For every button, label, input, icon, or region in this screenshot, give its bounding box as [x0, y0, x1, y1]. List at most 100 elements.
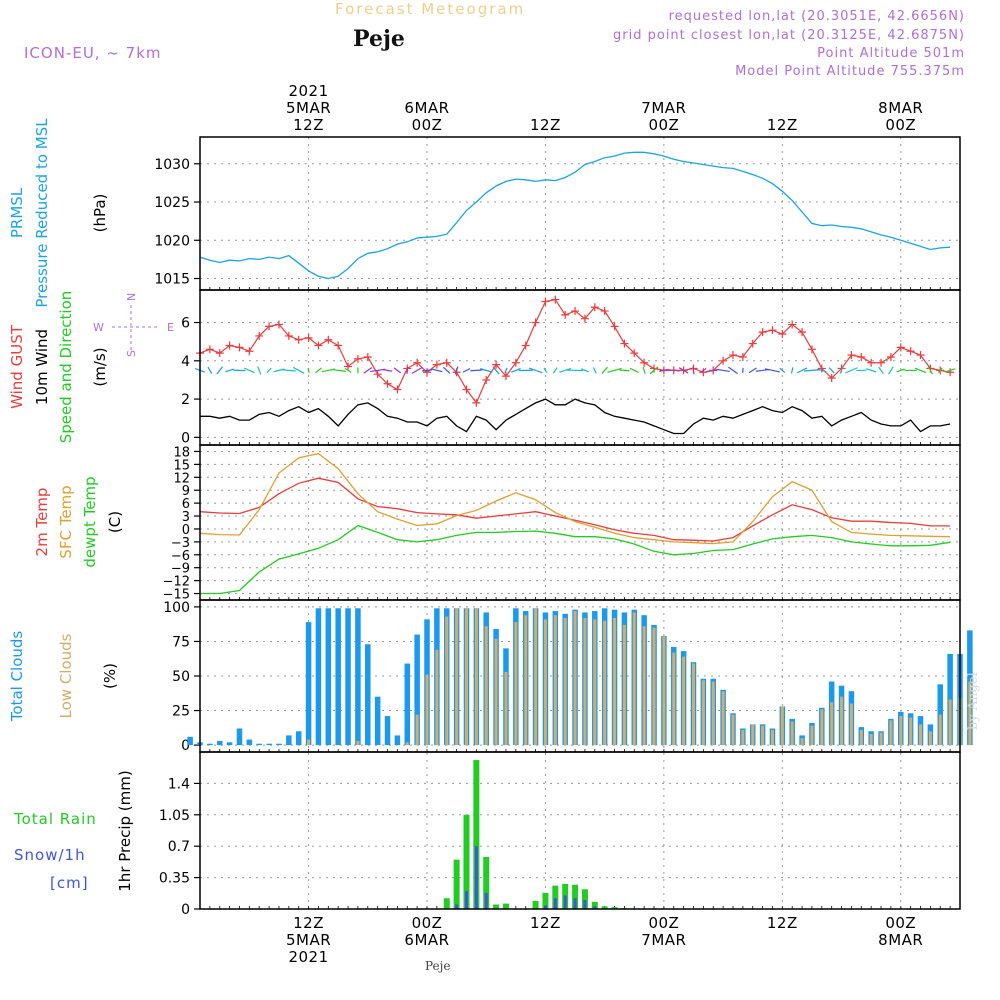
y-tick-label: −15: [163, 588, 190, 603]
label-cm: [cm]: [50, 874, 89, 892]
bar-low-clouds: [790, 721, 794, 746]
requested-coords: requested lon,lat (20.3051E, 42.6656N): [668, 9, 965, 24]
top-time-label: 7MAR: [641, 99, 686, 117]
gust-marker: [334, 341, 343, 350]
bottom-time-label: 00Z: [412, 914, 443, 932]
ylabel-c: (C): [106, 511, 124, 533]
bar-low-clouds: [662, 635, 666, 746]
wind-arrow: [678, 367, 689, 374]
gust-marker: [324, 335, 333, 344]
wind-arrow: [914, 367, 927, 374]
ylabel-pressure: Pressure Reduced to MSL: [33, 118, 51, 308]
wind-arrow: [927, 366, 933, 375]
panel-frame: [199, 136, 961, 291]
bar-total-rain: [542, 892, 549, 909]
wind-arrow: [845, 367, 858, 374]
bottom-time-label: 6MAR: [404, 931, 449, 949]
gust-marker: [284, 331, 293, 340]
bar-total-rain: [601, 906, 608, 909]
bar-low-clouds: [504, 671, 508, 746]
wind-arrow: [817, 368, 827, 373]
series-line-dewpt-temp: [200, 524, 951, 595]
gust-marker: [916, 351, 925, 360]
bar-snow: [474, 846, 478, 909]
top-time-label: 6MAR: [404, 99, 449, 117]
y-tick-label: −12: [163, 575, 190, 590]
wind-arrow: [470, 369, 483, 372]
bottom-time-label: 8MAR: [878, 931, 923, 949]
gust-marker: [640, 358, 649, 367]
wind-arrow: [716, 368, 730, 373]
gridpoint-coords: grid point closest lon,lat (20.3125E, 42…: [613, 28, 965, 43]
gust-marker: [847, 351, 856, 360]
y-tick-label: 9: [182, 484, 190, 499]
ylabel-2m-temp: 2m Temp: [33, 488, 51, 557]
ylabel-10m-wind: 10m Wind: [33, 329, 51, 405]
wind-arrow: [764, 368, 780, 373]
wind-arrow: [649, 366, 659, 375]
bar-total-clouds: [394, 735, 401, 746]
gust-marker: [758, 328, 767, 337]
bar-total-clouds: [404, 663, 411, 746]
bar-total-clouds: [384, 716, 391, 746]
gust-marker: [827, 374, 836, 383]
gust-marker: [255, 331, 264, 340]
bar-total-clouds: [374, 696, 381, 746]
wind-arrow: [281, 369, 296, 372]
gust-marker: [738, 352, 747, 361]
bar-low-clouds: [405, 742, 409, 746]
gust-marker: [728, 351, 737, 360]
bar-snow: [543, 905, 547, 909]
bar-low-clouds: [899, 716, 903, 746]
bar-snow: [455, 904, 459, 909]
bar-total-clouds: [266, 743, 272, 746]
bar-total-rain: [532, 900, 539, 909]
wind-arrow: [411, 366, 423, 374]
gust-marker: [778, 330, 787, 339]
wind-arrow: [937, 367, 943, 374]
ylabel-ms: (m/s): [91, 347, 109, 386]
bottom-time-label: 12Z: [767, 914, 798, 932]
bar-low-clouds: [711, 681, 715, 746]
wind-arrow: [528, 367, 543, 374]
label-snow: Snow/1h: [14, 846, 86, 864]
bar-low-clouds: [455, 608, 459, 746]
bar-total-clouds: [187, 736, 193, 746]
wind-arrow: [393, 367, 402, 374]
gust-marker: [857, 352, 866, 361]
bottom-time-label: 00Z: [885, 914, 916, 932]
gust-marker: [630, 349, 639, 358]
bar-low-clouds: [494, 638, 498, 746]
bottom-time-label: 7MAR: [641, 931, 686, 949]
compass-w: W: [93, 321, 104, 334]
y-tick-label: 15: [173, 458, 190, 473]
gust-marker: [225, 341, 234, 350]
bar-low-clouds: [879, 732, 883, 746]
top-time-label: 00Z: [412, 116, 443, 134]
wind-arrow: [896, 368, 906, 373]
bar-low-clouds: [869, 734, 873, 746]
top-time-label: 12Z: [293, 116, 324, 134]
bar-low-clouds: [928, 731, 932, 746]
bar-total-rain: [463, 814, 470, 909]
bottom-time-label: 5MAR: [286, 931, 331, 949]
bar-low-clouds: [810, 725, 814, 746]
wind-arrow: [601, 366, 608, 374]
bar-total-rain: [453, 859, 460, 909]
wind-arrow: [257, 366, 262, 375]
gust-marker: [600, 307, 609, 316]
wind-arrow: [580, 368, 589, 373]
bar-snow: [593, 906, 597, 909]
bar-low-clouds: [642, 626, 646, 746]
y-tick-label: 0.35: [159, 871, 190, 887]
gust-marker: [946, 368, 955, 377]
bar-total-rain: [483, 856, 490, 909]
top-time-label: 2021: [288, 82, 328, 100]
series-line-prmsl: [199, 151, 951, 280]
y-tick-label: 50: [172, 669, 190, 685]
chart-title: Forecast Meteogram: [335, 0, 526, 18]
bar-total-rain: [552, 885, 559, 909]
wind-arrow: [266, 367, 272, 374]
bar-low-clouds: [632, 612, 636, 746]
